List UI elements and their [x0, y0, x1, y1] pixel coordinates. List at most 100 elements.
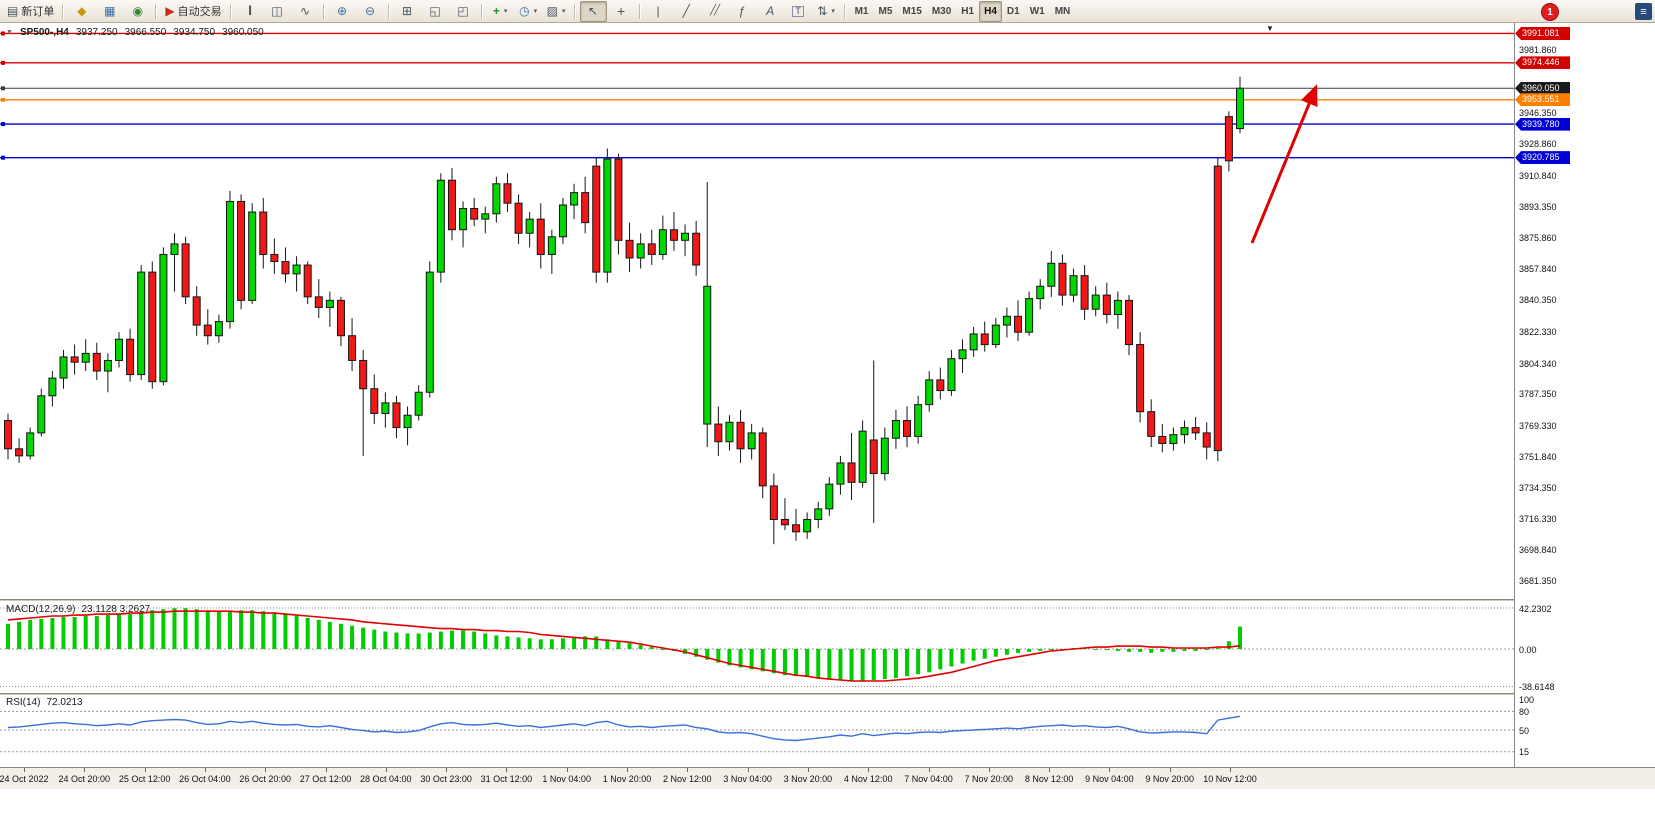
bar-chart-button[interactable]: ||| [236, 1, 263, 22]
timeframe-toolbar: M1 M5 M15 M30 H1 H4 D1 W1 MN [850, 0, 1076, 22]
text-tool-button[interactable]: A [757, 1, 784, 22]
main-toolbar: ▤ 新订单 ◆ ▦ ◉ ▶ 自动交易 ||| ◫ ∿ ⊕ ⊖ ⊞ ◱ ◰ + ▾… [0, 0, 1655, 23]
time-tick [988, 768, 990, 772]
time-label: 26 Oct 04:00 [179, 774, 231, 784]
chart-shift-marker-icon[interactable]: ▼ [1266, 24, 1274, 33]
time-tick [265, 768, 267, 772]
fibonacci-tool-button[interactable]: ƒ [729, 1, 756, 22]
panel-splitter[interactable] [0, 693, 1655, 695]
price-axis[interactable]: 3981.860 3946.350 3928.860 3910.840 3893.350… [1514, 23, 1655, 767]
candlestick-chart-button[interactable]: ◫ [264, 1, 291, 22]
time-tick [687, 768, 689, 772]
timeframe-M5[interactable]: M5 [878, 5, 893, 17]
price-axis-label: 3893.350 [1519, 201, 1557, 212]
profiles-icon: ◆ [77, 4, 87, 18]
timeframe-M30[interactable]: M30 [931, 5, 952, 17]
time-tick [747, 768, 749, 772]
crosshair-tool-button[interactable]: + [608, 1, 635, 22]
timeframe-H1[interactable]: H1 [961, 5, 975, 17]
channel-icon: ╱╱ [710, 5, 720, 16]
time-label: 3 Nov 04:00 [723, 774, 772, 784]
new-order-label: 新订单 [21, 6, 55, 18]
candlestick-chart[interactable] [0, 23, 1514, 599]
timeframe-M15[interactable]: M15 [902, 5, 922, 17]
ohlc-open: 3937.250 [75, 27, 118, 38]
panel-splitter[interactable] [0, 599, 1655, 601]
templates-button[interactable]: ▨ ▾ [543, 1, 570, 22]
cascade-windows-button[interactable]: ◱ [422, 1, 449, 22]
template-icon: ▨ [546, 4, 558, 18]
market-watch-button[interactable]: ▦ [96, 1, 123, 22]
notification-badge[interactable]: 1 [1541, 3, 1559, 21]
rsi-scale-label: 100 [1519, 694, 1535, 705]
rsi-label: RSI(14) 72.0213 [6, 697, 83, 708]
macd-scale-label: -38.6148 [1519, 681, 1555, 692]
text-icon: A [766, 4, 775, 18]
profiles-button[interactable]: ◆ [68, 1, 95, 22]
candlestick-chart-icon: ◫ [271, 4, 283, 18]
timeframe-M1[interactable]: M1 [854, 5, 869, 17]
cursor-tool-button[interactable]: ↖ [579, 0, 607, 22]
arrows-tool-button[interactable]: ⇅ ▾ [813, 1, 840, 22]
rsi-scale-label: 50 [1519, 725, 1530, 736]
autotrading-icon: ▶ [165, 4, 175, 18]
channel-tool-button[interactable]: ╱╱ [701, 1, 728, 22]
timeframe-W1[interactable]: W1 [1029, 5, 1045, 17]
toolbar-separator [843, 3, 846, 19]
line-chart-button[interactable]: ∿ [292, 1, 319, 22]
price-axis-label: 3840.350 [1519, 295, 1557, 306]
periods-button[interactable]: ◷ ▾ [515, 1, 542, 22]
tile-windows-button[interactable]: ⊞ [394, 1, 421, 22]
arrange-windows-button[interactable]: ◰ [450, 1, 477, 22]
toolbar-separator [387, 3, 390, 19]
macd-title: MACD(12,26,9) [6, 604, 76, 615]
zoom-out-button[interactable]: ⊖ [357, 1, 384, 22]
time-tick [144, 768, 146, 772]
time-tick [204, 768, 206, 772]
price-axis-label: 3981.860 [1519, 45, 1557, 56]
time-label: 25 Oct 12:00 [118, 774, 171, 784]
chart-window: ▼ SP500-,H4 3937.250 3966.550 3934.750 3… [0, 23, 1655, 823]
cascade-windows-icon: ◱ [429, 4, 441, 18]
macd-panel[interactable] [0, 601, 1514, 693]
time-axis[interactable]: 24 Oct 2022 24 Oct 20:00 25 Oct 12:00 26 Oc… [0, 767, 1655, 789]
timeframe-H4[interactable]: H4 [979, 0, 1002, 22]
trendline-tool-button[interactable]: ╱ [673, 1, 700, 22]
autotrading-button[interactable]: ▶ 自动交易 [161, 1, 225, 22]
navigator-button[interactable]: ◉ [124, 1, 151, 22]
rsi-value: 72.0213 [46, 697, 83, 708]
rsi-panel[interactable] [0, 695, 1514, 765]
time-label: 26 Oct 20:00 [239, 774, 291, 784]
timeframe-MN[interactable]: MN [1054, 5, 1071, 17]
vertical-line-tool-button[interactable]: | [645, 1, 672, 22]
indicators-button[interactable]: + ▾ [487, 1, 514, 22]
zoom-in-button[interactable]: ⊕ [329, 1, 356, 22]
rsi-scale-label: 15 [1519, 747, 1530, 758]
price-tag: 3920.785 [1515, 151, 1570, 165]
toolbar-separator [573, 3, 576, 19]
tile-windows-icon: ⊞ [402, 4, 413, 18]
main-chart-area[interactable]: ▼ SP500-,H4 3937.250 3966.550 3934.750 3… [0, 23, 1514, 599]
new-order-button[interactable]: ▤ 新订单 [3, 1, 58, 22]
timeframe-D1[interactable]: D1 [1006, 5, 1020, 17]
zoom-out-icon: ⊖ [365, 4, 376, 18]
price-axis-label: 3928.860 [1519, 138, 1557, 149]
text-label-tool-button[interactable]: T [785, 1, 812, 22]
price-axis-label: 3681.350 [1519, 576, 1557, 587]
time-label: 4 Nov 12:00 [843, 774, 893, 784]
ohlc-close: 3960.050 [222, 27, 264, 38]
price-tag: 3953.551 [1515, 93, 1570, 107]
time-tick [325, 768, 327, 772]
fibonacci-icon: ƒ [738, 4, 746, 18]
market-watch-icon: ▦ [104, 4, 116, 18]
time-label: 10 Nov 12:00 [1203, 774, 1257, 784]
toolbar-separator [322, 3, 325, 19]
toolbar-menu-icon[interactable]: ≡ [1635, 3, 1652, 20]
add-indicator-icon: + [492, 4, 500, 18]
time-label: 24 Oct 20:00 [58, 774, 111, 784]
symbol-menu-triangle-icon[interactable]: ▼ [6, 29, 13, 36]
macd-values: 23.1128 3.2627 [81, 604, 151, 615]
macd-scale-label: 42.2302 [1519, 603, 1552, 614]
time-tick [807, 768, 809, 772]
new-order-icon: ▤ [7, 4, 19, 18]
